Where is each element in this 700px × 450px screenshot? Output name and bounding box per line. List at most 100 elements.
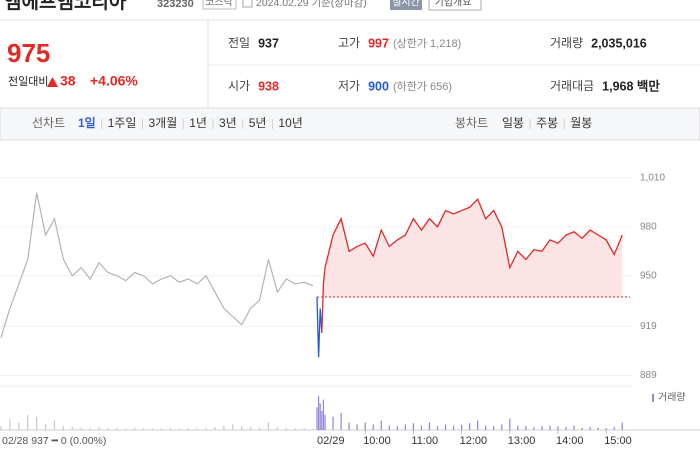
prev-volume-bar — [223, 425, 225, 430]
tab[interactable]: 10년 — [278, 116, 302, 130]
prev-day-line — [0, 192, 314, 338]
tab[interactable]: 3개월 — [148, 116, 177, 130]
volume-bar — [541, 426, 543, 430]
stat-note: (상한가 1,218) — [393, 37, 461, 50]
prev-volume-bar — [44, 424, 47, 430]
prev-volume-bar — [232, 424, 234, 430]
prev-volume-bar — [276, 426, 278, 430]
prev-volume-bar — [27, 414, 29, 430]
prev-volume-bar — [178, 428, 180, 430]
volume-bar — [388, 425, 390, 430]
line-chart-label: 선차트 — [32, 116, 65, 130]
prev-volume-bar — [18, 422, 20, 430]
tab[interactable]: 1일 — [78, 116, 96, 130]
stat-label: 저가 — [338, 79, 360, 93]
price-line — [321, 197, 623, 333]
stat-value: 997 — [368, 36, 389, 50]
prev-volume-bar — [214, 426, 216, 430]
y-tick-label: 1,010 — [640, 173, 665, 184]
tab[interactable]: 1주일 — [108, 116, 137, 130]
prev-volume-bar — [125, 428, 127, 430]
volume-bar — [461, 424, 463, 430]
prev-volume-bar — [36, 416, 38, 430]
change: 38 — [60, 73, 76, 89]
prev-volume-bar — [169, 427, 171, 430]
volume-bar — [332, 416, 334, 430]
prev-day-label: 02/28 937 ━ 0 (0.00%) — [2, 435, 106, 447]
volume-bar — [428, 422, 431, 430]
prev-volume-bar — [9, 418, 11, 430]
change-percent: +4.06% — [90, 73, 138, 89]
volume-bar — [597, 427, 599, 430]
prev-volume-bar — [294, 428, 296, 430]
tab[interactable]: 5년 — [249, 116, 267, 130]
tab[interactable]: 3년 — [219, 116, 237, 130]
prev-volume-bar — [285, 427, 287, 430]
volume-bar — [477, 420, 479, 430]
volume-bar — [452, 425, 455, 430]
price-line — [316, 296, 323, 358]
volume-bar — [469, 423, 471, 430]
stat-label: 고가 — [338, 36, 360, 50]
prev-volume-bar — [312, 428, 314, 430]
volume-bar — [621, 422, 623, 430]
session-label: 02/29 — [317, 435, 345, 447]
price: 975 — [7, 38, 50, 68]
tab[interactable]: 1년 — [189, 116, 207, 130]
volume-bar — [364, 422, 366, 430]
volume-bar — [412, 423, 414, 430]
volume-bar — [420, 425, 423, 430]
volume-bar — [605, 428, 607, 430]
stock-name: 엠에프엠코리아 — [4, 0, 127, 13]
stat-value: 900 — [368, 79, 389, 93]
prev-volume-bar — [151, 428, 154, 430]
realtime-button[interactable] — [390, 0, 422, 10]
tab-bar — [0, 107, 700, 141]
prev-volume-bar — [187, 428, 189, 430]
x-tick-label: 14:00 — [556, 435, 584, 447]
prev-volume-bar — [250, 426, 252, 430]
change-label: 전일대비 — [8, 74, 48, 88]
up-arrow — [47, 77, 58, 87]
x-tick-label: 15:00 — [604, 435, 632, 447]
prev-volume-bar — [80, 427, 82, 430]
volume-bar — [557, 426, 559, 430]
y-tick-label: 950 — [640, 270, 657, 281]
volume-bar — [380, 420, 382, 430]
volume-bar — [581, 427, 583, 430]
volume-bar — [318, 395, 320, 430]
stat-value: 938 — [258, 79, 279, 93]
tab[interactable]: 월봉 — [570, 116, 592, 130]
company-button[interactable] — [428, 0, 482, 11]
volume-legend: 거래량 — [658, 392, 686, 404]
volume-bar — [573, 425, 575, 430]
market-badge — [202, 0, 237, 10]
volume-bar — [509, 418, 511, 430]
prev-volume-bar — [160, 428, 163, 430]
x-tick-label: 10:00 — [363, 435, 391, 447]
prev-volume-bar — [89, 428, 91, 430]
volume-bar — [444, 424, 447, 430]
volume-bar — [324, 414, 326, 430]
volume-bar — [533, 426, 535, 430]
volume-bar — [319, 403, 321, 430]
volume-bar — [348, 422, 350, 430]
stat-value: 937 — [258, 36, 279, 50]
prev-volume-bar — [241, 426, 243, 430]
prev-volume-bar — [143, 428, 145, 430]
volume-bar — [517, 425, 519, 430]
tab[interactable]: 주봉 — [536, 116, 558, 130]
gain-area — [317, 199, 623, 297]
tab[interactable]: 일봉 — [502, 116, 524, 130]
stock-code: 323230 — [157, 0, 194, 10]
stat-label: 거래대금 — [550, 79, 594, 93]
volume-bar — [322, 399, 325, 430]
prev-volume-bar — [116, 428, 118, 430]
volume-bar — [372, 424, 374, 430]
prev-volume-bar — [98, 426, 100, 430]
y-tick-label: 889 — [640, 370, 657, 381]
volume-bar — [565, 426, 567, 430]
market-label: 코스닥 — [205, 0, 233, 9]
